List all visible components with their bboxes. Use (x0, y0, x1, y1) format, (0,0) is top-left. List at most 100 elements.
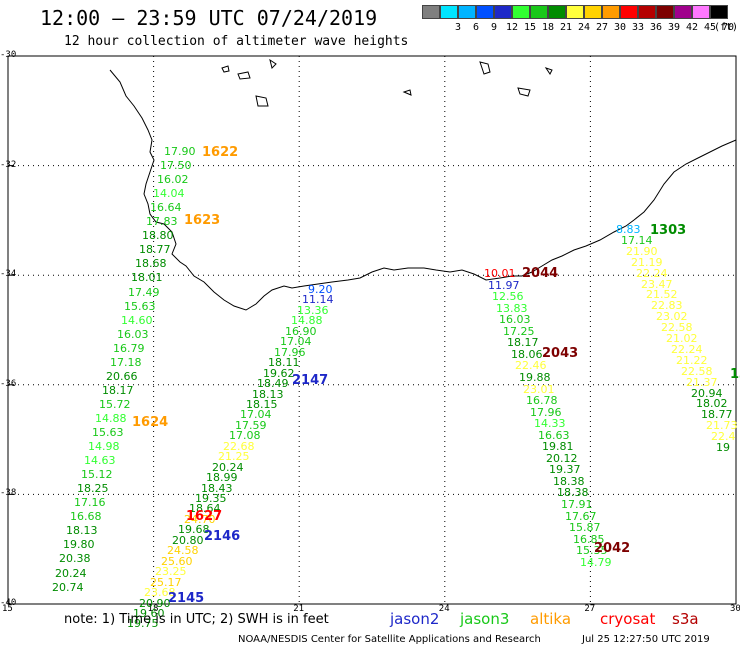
swh-value-label: 17.91 (561, 498, 593, 511)
swh-value-label: 13.36 (297, 304, 329, 317)
colorbar-swatch (548, 5, 566, 19)
colorbar-tick-label: 3 (454, 22, 462, 33)
colorbar-swatch (512, 5, 530, 19)
pass-time-label: 1627 (186, 509, 223, 524)
swh-value-label: 24.58 (167, 544, 199, 557)
swh-value-label: 20.12 (546, 452, 578, 465)
swh-value-label: 18.80 (142, 229, 174, 242)
swh-value-label: 21.02 (666, 332, 698, 345)
swh-value-label: 17.96 (274, 346, 306, 359)
colorbar-swatch (440, 5, 458, 19)
swh-value-label: 20.24 (55, 567, 87, 580)
swh-value-label: 25.17 (150, 576, 182, 589)
swh-value-label: 20.80 (172, 534, 204, 547)
swh-value-label: 19.68 (178, 523, 210, 536)
colorbar-swatch (674, 5, 692, 19)
colorbar-tick-label: 30 (613, 22, 627, 33)
swh-value-label: 17.50 (160, 159, 192, 172)
axis-ticks (8, 165, 14, 495)
swh-value-label: 15.72 (99, 398, 131, 411)
swh-value-label: 22.46 (515, 359, 547, 372)
footer-timestamp: Jul 25 12:27:50 UTC 2019 (582, 634, 710, 645)
satellite-legend-item: jason2 (390, 610, 440, 628)
swh-value-label: 17.18 (110, 356, 142, 369)
longitude-tick-label: 30 (730, 604, 740, 614)
swh-value-label: 12.56 (492, 290, 524, 303)
colorbar-swatch (638, 5, 656, 19)
swh-value-label: 14.60 (121, 314, 153, 327)
swh-value-label: 16.03 (499, 313, 531, 326)
swh-value-label: 15.63 (124, 300, 156, 313)
swh-value-label: 14.04 (153, 187, 185, 200)
coastline (109, 69, 737, 311)
colorbar-swatch (692, 5, 710, 19)
longitude-tick-label: 18 (147, 604, 159, 614)
swh-value-label: 22.24 (671, 343, 703, 356)
swh-value-label: 9.20 (308, 283, 333, 296)
longitude-tick-label: 27 (584, 604, 596, 614)
latitude-tick-label: -36 (0, 378, 17, 389)
longitude-tick-label: 15 (2, 604, 13, 614)
swh-value-label: 21.90 (626, 245, 658, 258)
map-subtitle: 12 hour collection of altimeter wave hei… (64, 34, 409, 49)
swh-value-label: 16.02 (157, 173, 189, 186)
swh-value-label: 8.83 (616, 223, 641, 236)
swh-value-label: 15.87 (569, 521, 601, 534)
swh-value-label: 23.47 (641, 278, 673, 291)
swh-value-label: 13.83 (496, 302, 528, 315)
swh-value-label: 22.24 (636, 267, 668, 280)
colorbar-swatch (422, 5, 440, 19)
satellite-legend-item: cryosat (600, 610, 656, 628)
colorbar-tick-label: 39 (667, 22, 681, 33)
swh-value-label: 18.77 (139, 243, 171, 256)
colorbar-swatch (458, 5, 476, 19)
swh-value-label: 14.79 (580, 556, 612, 569)
colorbar-tick-label: 45 (703, 22, 717, 33)
island (517, 87, 531, 97)
swh-value-label: 18.68 (135, 257, 167, 270)
swh-value-label: 11.97 (488, 279, 520, 292)
swh-value-label: 22.68 (223, 440, 255, 453)
swh-value-label: 14.63 (84, 454, 116, 467)
satellite-legend-item: jason3 (460, 610, 510, 628)
swh-value-label: 17.04 (240, 408, 272, 421)
swh-value-label: 17.83 (146, 215, 178, 228)
swh-value-label: 17.67 (565, 510, 597, 523)
swh-value-label: 18.17 (102, 384, 134, 397)
colorbar-tick-label: 70 (721, 22, 735, 33)
colorbar-unit: (ft) (714, 22, 739, 33)
swh-value-label: 21.22 (676, 354, 708, 367)
swh-value-label: 18.38 (557, 486, 589, 499)
swh-value-label: 17.08 (229, 429, 261, 442)
swh-value-label: 16.79 (113, 342, 145, 355)
latitude-tick-label: -32 (0, 159, 17, 170)
swh-value-label: 19.88 (519, 371, 551, 384)
swh-value-label: 22.4 (711, 430, 736, 443)
colorbar-swatch (602, 5, 620, 19)
colorbar-swatch (710, 5, 728, 19)
swh-value-label: 18.01 (131, 271, 163, 284)
swh-value-label: 15.12 (81, 468, 113, 481)
swh-value-label: 18.13 (66, 524, 98, 537)
swh-value-label: 18.49 (257, 377, 289, 390)
swh-value-label: 11.14 (302, 293, 334, 306)
longitude-tick-label: 21 (293, 604, 305, 614)
colorbar-tick-label: 33 (631, 22, 645, 33)
pass-time-label: 1622 (202, 145, 239, 160)
swh-value-label: 18.11 (268, 356, 300, 369)
swh-value-label: 18.17 (507, 336, 539, 349)
swh-value-label: 17.96 (530, 406, 562, 419)
swh-value-label: 16.90 (285, 325, 317, 338)
swh-value-label: 17.25 (503, 325, 535, 338)
pass-time-label: 2044 (522, 266, 559, 281)
swh-value-label: 17.14 (621, 234, 653, 247)
swh-value-label: 16.63 (538, 429, 570, 442)
swh-value-label: 18.13 (252, 388, 284, 401)
swh-value-label: 15.63 (92, 426, 124, 439)
swh-value-label: 20.66 (106, 370, 138, 383)
colorbar-tick-label: 24 (577, 22, 591, 33)
colorbar-tick-label: 36 (649, 22, 663, 33)
pass-time-label: 1303 (650, 223, 687, 238)
swh-value-label: 16.78 (526, 394, 558, 407)
